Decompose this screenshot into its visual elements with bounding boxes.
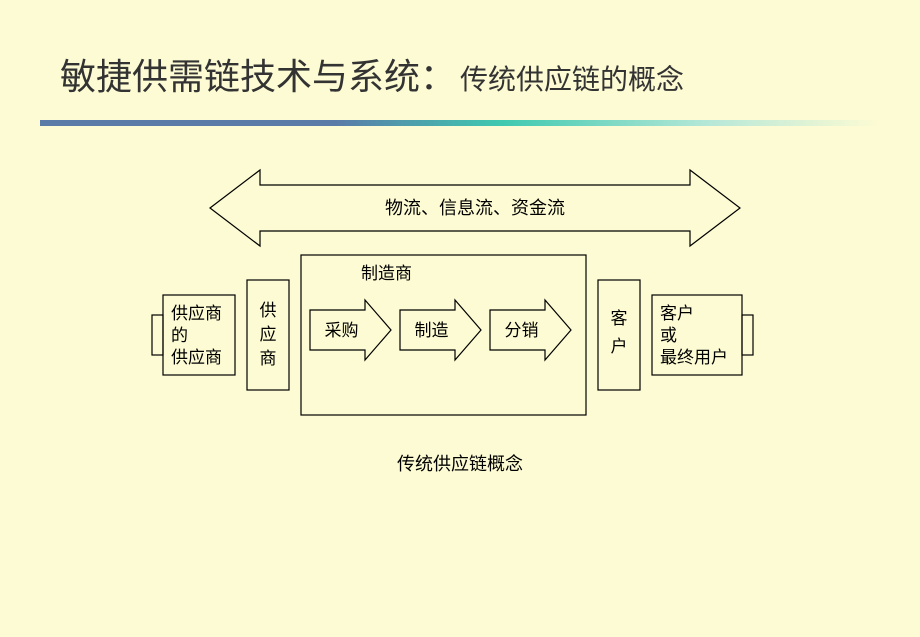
node-supplier-supplier-label: 供应商的供应商 [171,304,222,367]
title-sub: 传统供应链的概念 [460,65,684,96]
node-supplier-label: 供应商 [260,301,277,368]
node-end-user: 客户或最终用户 [652,295,742,375]
node-procure: 采购 [310,300,391,360]
node-customer-label: 客户 [611,309,628,356]
title-divider [40,120,880,126]
node-customer: 客户 [598,280,640,390]
node-procure-label: 采购 [325,321,359,340]
node-supplier: 供应商 [247,280,289,390]
diagram-caption: 传统供应链概念 [397,453,523,474]
node-end-user-label: 客户或最终用户 [660,304,728,367]
node-distribute: 分销 [490,300,571,360]
chain-end-left [152,315,163,355]
node-manufacturer-label: 制造商 [361,264,412,283]
supply-chain-diagram: 物流、信息流、资金流 供应商的供应商 供应商 制造商 采购 制造 分销 客户 客… [0,160,920,590]
title-main: 敏捷供需链技术与系统： [60,57,456,97]
node-make: 制造 [400,300,481,360]
node-distribute-label: 分销 [505,321,539,340]
slide-title: 敏捷供需链技术与系统： 传统供应链的概念 [0,0,920,112]
node-supplier-supplier: 供应商的供应商 [163,295,235,375]
node-make-label: 制造 [415,321,449,340]
chain-end-right [742,315,753,355]
flow-double-arrow: 物流、信息流、资金流 [210,170,740,246]
flow-label: 物流、信息流、资金流 [385,198,565,218]
